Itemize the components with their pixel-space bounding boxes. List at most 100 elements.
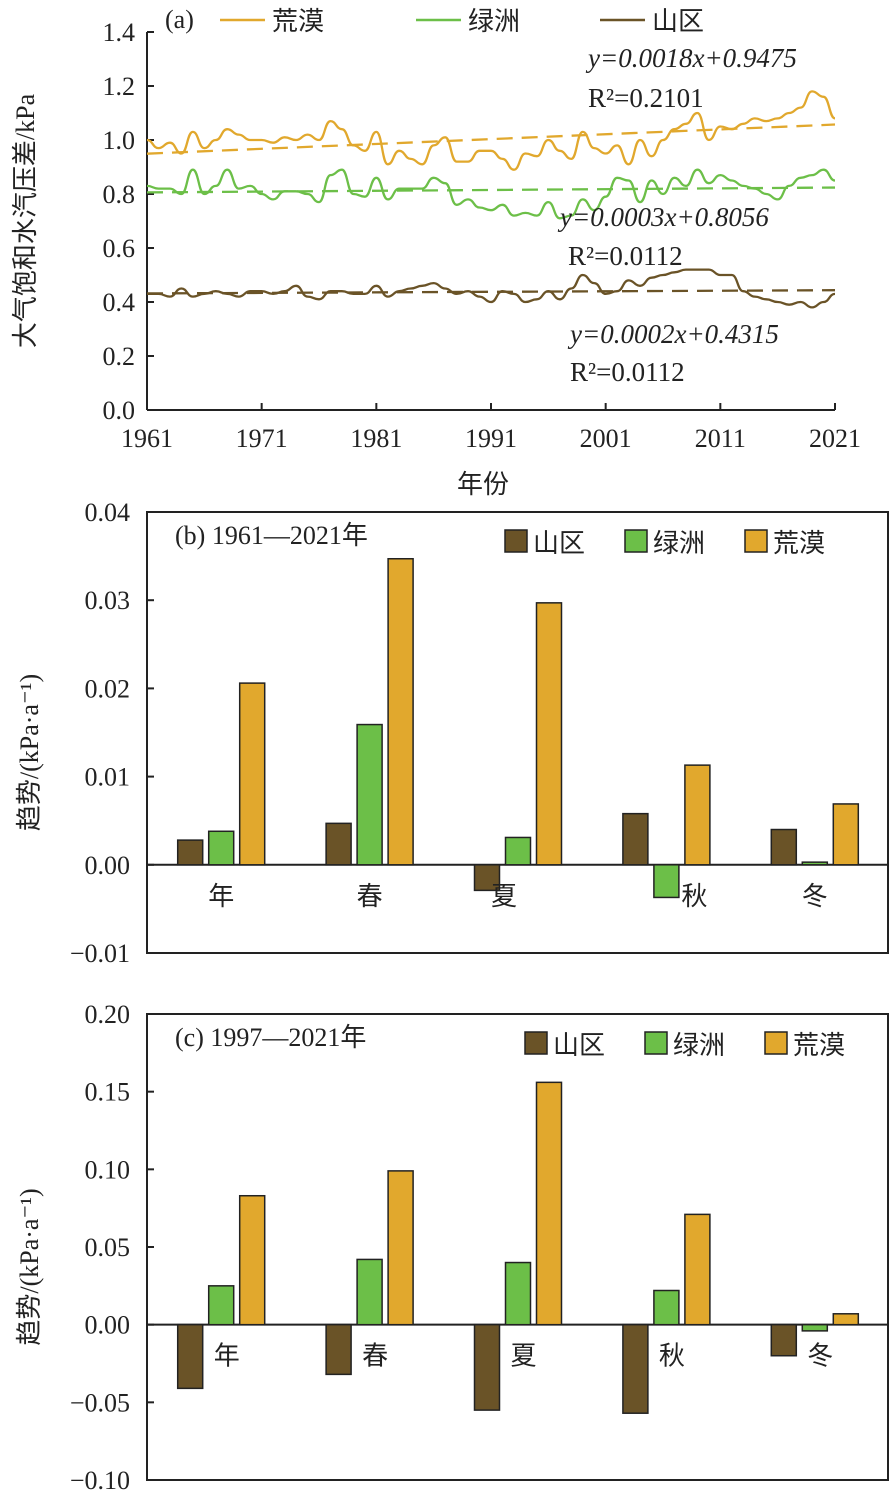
- x-tick-label: 2021: [809, 424, 861, 453]
- bar-desert_bar: [238, 682, 266, 866]
- category-label: 冬: [802, 882, 828, 911]
- legend-swatch-mountain_bar: [504, 529, 528, 553]
- plot-frame: [146, 511, 889, 954]
- x-tick-label: 2001: [580, 424, 632, 453]
- trend-line-oasis: [146, 186, 836, 194]
- legend-label-mountain: 山区: [652, 7, 704, 36]
- panel-label: (b) 1961—2021年: [175, 521, 368, 550]
- y-axis-title: 大气饱和水汽压差/kPa: [11, 93, 40, 348]
- panel-label: (a): [165, 5, 194, 34]
- series-line-mountain: [146, 268, 836, 309]
- category-label: 年: [214, 1342, 240, 1371]
- bar-desert_bar: [832, 803, 860, 866]
- y-tick-label: 0.2: [103, 342, 136, 371]
- legend-label-oasis: 绿洲: [468, 7, 520, 36]
- r-squared-desert: R²=0.2101: [588, 83, 704, 113]
- y-tick-label: 0.02: [85, 674, 131, 703]
- y-tick-label: 0.15: [85, 1078, 131, 1107]
- x-tick-label: 2011: [695, 424, 746, 453]
- bar-mountain_bar: [622, 1323, 649, 1414]
- bar-desert_bar: [535, 1081, 563, 1326]
- bar-desert_bar: [684, 1213, 711, 1326]
- bar-mountain_bar: [473, 864, 501, 892]
- y-tick-label: 0.00: [85, 1311, 131, 1340]
- bar-desert_bar: [387, 1170, 414, 1326]
- trend-equation-mountain: y=0.0002x+0.4315: [567, 319, 779, 349]
- legend-swatch-desert_bar: [764, 1031, 788, 1055]
- trend-line-mountain: [146, 289, 836, 295]
- category-label: 春: [357, 882, 383, 911]
- trend-equation-desert: y=0.0018x+0.9475: [585, 43, 797, 73]
- bar-oasis_bar: [207, 830, 235, 866]
- y-tick-label: 0.4: [103, 288, 136, 317]
- bar-oasis_bar: [653, 1289, 680, 1326]
- bar-desert_bar: [238, 1194, 266, 1326]
- category-label: 秋: [659, 1342, 685, 1371]
- category-label: 冬: [807, 1342, 833, 1371]
- x-tick-label: 1991: [465, 424, 517, 453]
- y-tick-label: 0.00: [85, 851, 131, 880]
- y-tick-label: 1.0: [103, 126, 136, 155]
- x-tick-label: 1981: [350, 424, 402, 453]
- bar-desert_bar: [684, 764, 711, 866]
- bar-oasis_bar: [504, 1261, 532, 1326]
- panel-a: 0.0 0.2 0.4 0.6 0.8 1.0 1.2 1.4 1961 1971 1981 1991…: [11, 5, 861, 499]
- y-axis-title: 趋势/(kPa·a⁻¹): [15, 674, 44, 831]
- y-tick-label: 0.6: [103, 234, 136, 263]
- y-tick-label: 0.01: [85, 763, 131, 792]
- category-label: 夏: [491, 882, 517, 911]
- trend-equation-oasis: y=0.0003x+0.8056: [557, 202, 769, 232]
- legend-label-desert_bar: 荒漠: [773, 529, 825, 558]
- legend-label-desert_bar: 荒漠: [793, 1031, 845, 1060]
- bar-desert_bar: [832, 1313, 860, 1326]
- panel-b: −0.01 0.00 0.01 0.02 0.03 0.04 趋势/(kPa·a⁻¹) (b)…: [15, 498, 889, 968]
- bar-mountain_bar: [176, 839, 204, 866]
- bar-desert_bar: [387, 557, 414, 866]
- y-tick-label: −0.10: [70, 1466, 130, 1495]
- category-label: 年: [208, 882, 234, 911]
- bar-desert_bar: [535, 602, 563, 866]
- bar-mountain_bar: [473, 1323, 501, 1411]
- bar-oasis_bar: [504, 836, 532, 866]
- series-line-desert: [146, 90, 836, 171]
- legend-label-desert: 荒漠: [272, 7, 324, 36]
- series-line-oasis: [146, 168, 836, 220]
- legend-label-oasis_bar: 绿洲: [673, 1031, 725, 1060]
- bar-oasis_bar: [356, 1258, 383, 1326]
- x-tick-label: 1961: [121, 424, 173, 453]
- legend-label-mountain_bar: 山区: [553, 1031, 605, 1060]
- bar-mountain_bar: [325, 1323, 352, 1376]
- bar-mountain_bar: [176, 1323, 204, 1390]
- panel-c: −0.10 −0.05 0.00 0.05 0.10 0.15 0.20 趋势/(kPa·a⁻…: [15, 1000, 889, 1495]
- x-axis-title: 年份: [457, 470, 509, 499]
- bar-oasis_bar: [801, 861, 829, 866]
- bar-mountain_bar: [325, 822, 352, 866]
- y-tick-label: 1.2: [103, 72, 136, 101]
- category-label: 秋: [681, 882, 707, 911]
- r-squared-mountain: R²=0.0112: [570, 357, 685, 387]
- bar-mountain_bar: [622, 812, 649, 866]
- r-squared-oasis: R²=0.0112: [568, 241, 683, 271]
- bar-oasis_bar: [356, 723, 383, 866]
- y-tick-label: 0.03: [85, 586, 131, 615]
- panel-label: (c) 1997—2021年: [175, 1023, 366, 1052]
- bar-oasis_bar: [801, 1323, 829, 1332]
- y-tick-label: 0.05: [85, 1233, 131, 1262]
- x-tick-label: 1971: [236, 424, 288, 453]
- y-tick-label: 0.8: [103, 180, 136, 209]
- legend-swatch-oasis_bar: [644, 1031, 668, 1055]
- y-tick-label: 1.4: [103, 18, 136, 47]
- y-tick-label: −0.01: [70, 939, 130, 968]
- y-tick-label: 0.20: [85, 1000, 131, 1029]
- bar-oasis_bar: [653, 864, 680, 899]
- legend-label-mountain_bar: 山区: [533, 529, 585, 558]
- category-label: 春: [362, 1342, 388, 1371]
- y-tick-label: 0.04: [85, 498, 131, 527]
- y-tick-label: −0.05: [70, 1388, 130, 1417]
- bar-oasis_bar: [207, 1285, 235, 1326]
- trend-line-desert: [146, 123, 836, 155]
- legend-swatch-desert_bar: [744, 529, 768, 553]
- bar-mountain_bar: [770, 828, 798, 866]
- legend-swatch-mountain_bar: [524, 1031, 548, 1055]
